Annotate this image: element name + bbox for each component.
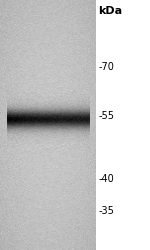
Text: kDa: kDa — [98, 6, 122, 16]
Text: -55: -55 — [98, 111, 114, 121]
Text: -70: -70 — [98, 62, 114, 72]
Text: -40: -40 — [98, 174, 114, 184]
Text: -35: -35 — [98, 206, 114, 216]
